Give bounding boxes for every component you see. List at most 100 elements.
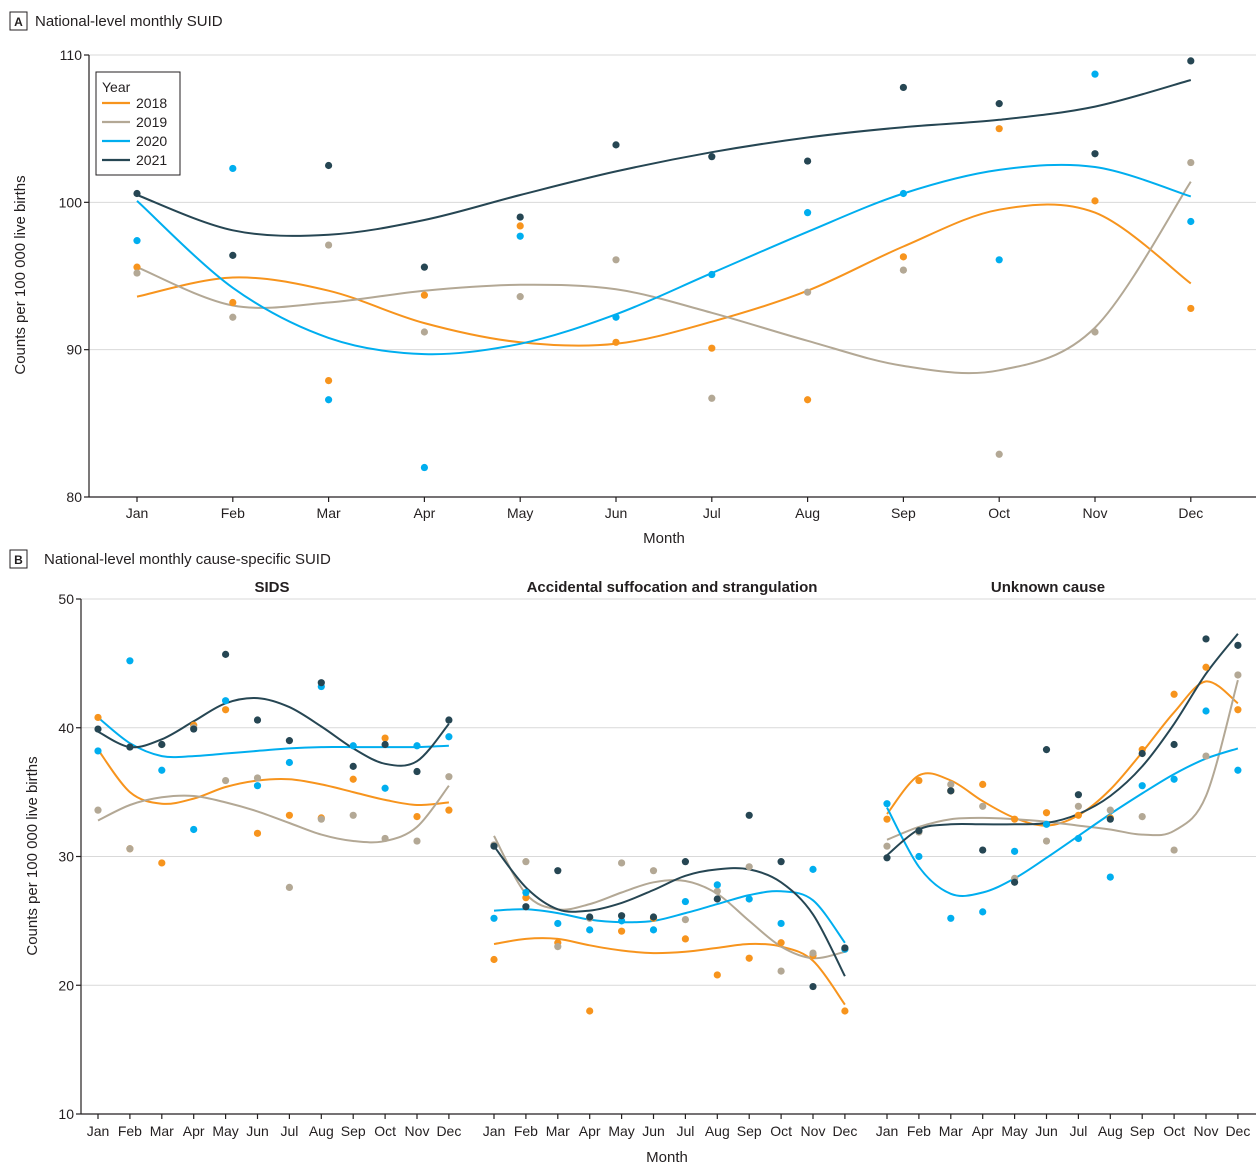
panel-b-x-tick-label: May <box>608 1123 634 1139</box>
legend-title: Year <box>102 79 131 95</box>
panel-a-point-2021 <box>133 189 141 198</box>
panel-b-label-box <box>9 549 28 569</box>
panel-b-point-2019 <box>1042 837 1051 845</box>
panel-b-point-2021 <box>586 913 594 921</box>
panel-a-x-tick-label: Jul <box>703 505 721 521</box>
panel-b-point-2018 <box>349 775 357 783</box>
panel-b-x-tick-label: Sep <box>341 1123 366 1139</box>
panel-a-point-2018 <box>804 396 812 404</box>
panel-a-plot: 80 90 100 110 Jan Feb Mar Apr May Jun Jul Aug Sep Oct… <box>59 47 1256 521</box>
panel-b-trend-line-2020 <box>97 716 449 759</box>
panel-b-point-2020 <box>618 917 626 925</box>
panel-b-point-2021 <box>979 846 987 854</box>
panel-a-point-2020 <box>325 396 333 404</box>
panel-a-point-2019 <box>899 266 908 274</box>
panel-b-point-2020 <box>1042 820 1051 828</box>
panel-b-point-2019 <box>94 806 102 814</box>
panel-b-x-tick-label: Aug <box>309 1123 334 1139</box>
panel-b-x-tick-label: Jun <box>1035 1123 1058 1139</box>
panel-b-point-2019 <box>381 834 389 843</box>
panel-b-point-2020 <box>490 914 498 922</box>
panel-b-point-2020 <box>745 895 753 903</box>
panel-b-trend-line-2020 <box>886 747 1239 897</box>
panel-b-point-2018 <box>1074 811 1082 819</box>
panel-a-point-2020 <box>612 313 620 321</box>
panel-b-point-2021 <box>1138 749 1146 758</box>
panel-b-point-2021 <box>809 982 817 991</box>
legend-box <box>95 71 181 176</box>
panel-b-point-2019 <box>285 883 293 892</box>
panel-b-point-2020 <box>1011 847 1019 855</box>
panel-b-x-tick-label: Feb <box>118 1123 142 1139</box>
panel-b-point-2020 <box>522 888 530 897</box>
panel-a-title: National-level monthly SUID <box>35 13 223 30</box>
panel-b-x-tick-label: Jan <box>483 1123 506 1139</box>
panel-b-point-2019 <box>349 811 357 819</box>
panel-b-point-2020 <box>979 908 987 916</box>
panel-a-x-axis-title: Month <box>643 530 685 547</box>
panel-b-x-tick-label: Oct <box>1163 1123 1185 1139</box>
panel-b-y-tick-label: 10 <box>58 1106 74 1122</box>
panel-b-point-2021 <box>713 895 721 903</box>
panel-b-point-2018 <box>618 927 626 935</box>
panel-b-point-2018 <box>1234 706 1242 714</box>
panel-b-point-2020 <box>445 733 453 741</box>
facet-title-sids: SIDS <box>254 579 289 596</box>
panel-b-point-2018 <box>490 955 498 964</box>
panel-b-point-2021 <box>317 679 325 687</box>
panel-a-point-2020 <box>229 164 237 173</box>
panel-b-point-2018 <box>883 815 891 823</box>
panel-b-point-2018 <box>445 806 453 814</box>
panel-a-x-tick-label: May <box>507 505 533 521</box>
panel-a-point-2019 <box>229 313 237 321</box>
panel-b-point-2021 <box>1011 878 1019 886</box>
panel-b-point-2020 <box>1234 766 1242 774</box>
panel-b-point-2018 <box>979 780 987 789</box>
panel-b-point-2021 <box>94 725 102 733</box>
panel-b-trend-line-2020 <box>493 890 846 944</box>
panel-b-point-2020 <box>1138 782 1146 790</box>
panel-b-point-2020 <box>681 897 690 906</box>
panel-b-point-2021 <box>883 854 891 862</box>
panel-a-point-2021 <box>229 251 237 259</box>
panel-b-point-2018 <box>285 811 293 819</box>
panel-b-point-2021 <box>253 716 262 724</box>
panel-b-point-2020 <box>915 852 923 861</box>
panel-b-point-2020 <box>349 742 357 750</box>
panel-b-point-2021 <box>1042 746 1051 754</box>
panel-b-x-tick-label: Dec <box>436 1123 461 1139</box>
panel-b-point-2021 <box>681 858 690 866</box>
panel-b-point-2019 <box>222 776 230 785</box>
panel-b-point-2019 <box>126 845 134 853</box>
panel-b-point-2020 <box>649 926 658 934</box>
panel-b-x-tick-label: Aug <box>1098 1123 1123 1139</box>
panel-a-point-2021 <box>1187 57 1195 65</box>
panel-b-point-2019 <box>1170 846 1178 854</box>
panel-a-x-tick-label: Dec <box>1178 505 1203 521</box>
panel-b-trend-line-2018 <box>493 937 846 1006</box>
panel-b-x-tick-label: Feb <box>514 1123 538 1139</box>
panel-a-point-2018 <box>229 298 237 307</box>
panel-b-point-2020 <box>1074 834 1082 843</box>
panel-b-point-2018 <box>413 812 421 821</box>
panel-b-point-2018 <box>381 734 389 742</box>
panel-a-point-2019 <box>804 288 812 296</box>
panel-b-trend-line-2018 <box>886 680 1239 827</box>
panel-b-point-2021 <box>618 912 626 920</box>
panel-b-x-tick-label: Sep <box>737 1123 762 1139</box>
panel-a-point-2021 <box>708 153 716 161</box>
panel-a-point-2019 <box>612 256 620 264</box>
panel-a-x-tick-label: Jun <box>605 505 628 521</box>
panel-b-point-2019 <box>713 887 721 895</box>
panel-b-point-2020 <box>554 919 562 928</box>
panel-b-point-2019 <box>1234 671 1242 679</box>
panel-a-point-2018 <box>1091 197 1099 205</box>
panel-a-point-2018 <box>325 377 333 385</box>
legend-label-2018: 2018 <box>136 95 167 111</box>
panel-b-point-2019 <box>445 773 453 781</box>
panel-b-point-2019 <box>554 943 562 951</box>
panel-b-point-2018 <box>777 939 785 947</box>
panel-a-point-2020 <box>133 237 141 245</box>
panel-a-point-2019 <box>420 328 428 336</box>
panel-a-point-2021 <box>420 263 428 271</box>
